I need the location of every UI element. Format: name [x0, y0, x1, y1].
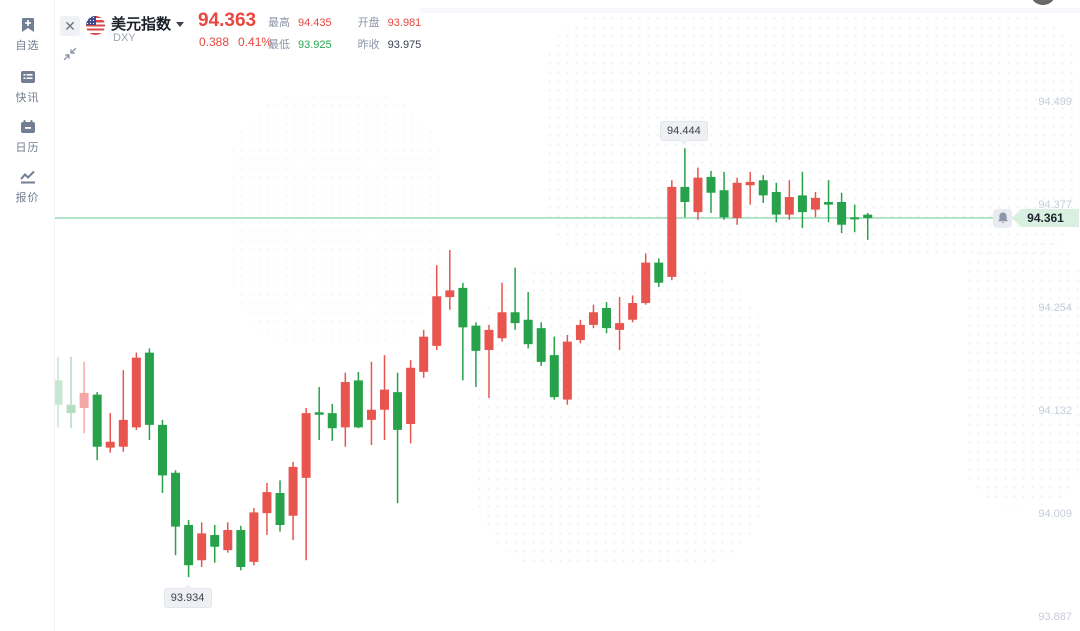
sidebar-nav: 自选 快讯 日历 报价 — [0, 0, 55, 631]
collapse-icon — [63, 47, 77, 61]
sidebar-label: 快讯 — [15, 92, 40, 104]
clipped-avatar-circle[interactable] — [1030, 0, 1056, 5]
world-map-dots — [965, 240, 1080, 505]
instrument-symbol: DXY — [113, 32, 136, 44]
us-flag-icon — [86, 16, 105, 35]
stat-high: 最高 94.435 — [268, 17, 332, 29]
high-price-tooltip: 94.444 — [659, 121, 708, 146]
current-price-tag[interactable]: 94.361 — [1012, 209, 1079, 228]
world-map-dots — [228, 92, 443, 347]
sidebar-label: 报价 — [15, 192, 40, 204]
stat-open: 开盘 93.981 — [357, 17, 422, 29]
sidebar-label: 自选 — [15, 40, 40, 52]
y-axis-label: 94.254 — [1038, 302, 1072, 314]
instrument-title-dropdown[interactable]: 美元指数 — [111, 13, 185, 34]
sidebar-label: 日历 — [15, 142, 40, 154]
calendar-icon — [20, 120, 35, 133]
y-axis-label: 93.887 — [1038, 610, 1072, 623]
chevron-down-icon — [176, 22, 185, 27]
y-axis-label: 94.499 — [1038, 96, 1072, 108]
sidebar-item-calendar[interactable]: 日历 — [0, 118, 55, 155]
instrument-title: 美元指数 — [111, 16, 172, 33]
close-chart-button[interactable]: ✕ — [60, 16, 80, 36]
stat-low: 最低 93.925 — [268, 39, 332, 51]
change-pct: 0.41% — [238, 35, 273, 49]
bell-icon — [997, 212, 1008, 223]
last-price: 94.363 — [198, 10, 257, 31]
price-alert-bell-button[interactable] — [993, 208, 1012, 228]
quotes-chart-icon — [19, 170, 35, 184]
price-change: 0.388 0.41% — [199, 35, 281, 49]
stat-prev-close: 昨收 93.975 — [357, 39, 422, 51]
sidebar-item-watchlist[interactable]: 自选 — [0, 16, 55, 53]
change-abs: 0.388 — [199, 35, 230, 49]
low-price-tooltip: 93.934 — [163, 584, 212, 609]
ohlc-stats: 最高 94.435 开盘 93.981 最低 93.925 昨收 93.975 — [268, 14, 421, 52]
top-panel-edge — [420, 8, 1080, 13]
news-list-icon — [20, 71, 35, 83]
y-axis-label: 94.132 — [1038, 404, 1072, 417]
y-axis-label: 94.377 — [1038, 198, 1072, 211]
y-axis-label: 94.009 — [1038, 508, 1072, 520]
sidebar-item-news[interactable]: 快讯 — [0, 68, 55, 105]
collapse-button[interactable] — [60, 44, 80, 64]
sidebar-item-quotes[interactable]: 报价 — [0, 168, 55, 205]
bookmark-plus-icon — [21, 18, 34, 32]
